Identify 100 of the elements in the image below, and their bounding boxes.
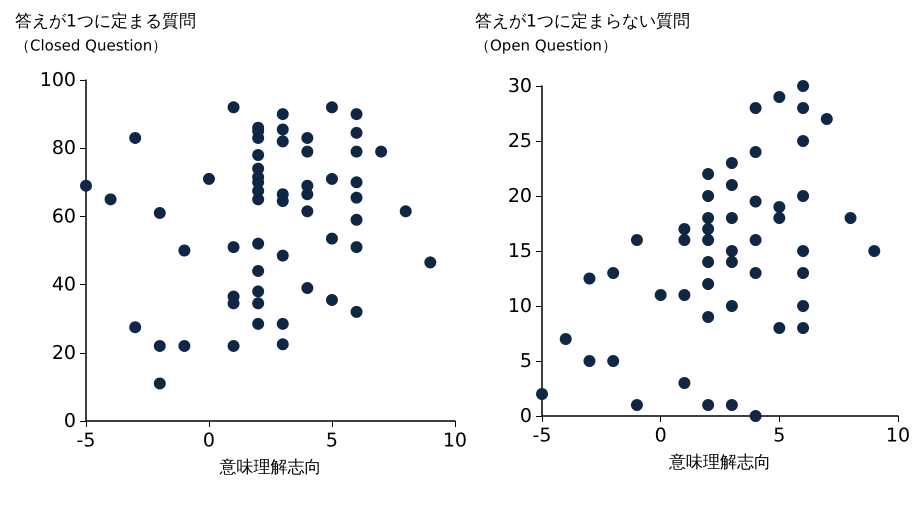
point (154, 206, 166, 219)
point (252, 318, 264, 330)
point (726, 245, 738, 257)
point (678, 223, 690, 235)
point (326, 294, 338, 306)
point (252, 149, 264, 162)
point (178, 340, 190, 352)
point (726, 399, 738, 411)
point (630, 399, 643, 411)
chart-title: 答えが1つに定まらない質問 (475, 12, 690, 32)
point (350, 176, 363, 188)
x-axis-title: 意味理解志向 (668, 452, 771, 472)
point (726, 256, 738, 268)
point (400, 205, 412, 218)
point (797, 245, 810, 257)
point (375, 146, 388, 158)
point (350, 146, 363, 158)
point (607, 355, 620, 367)
y-tick-label: 25 (508, 130, 532, 152)
point (750, 267, 762, 279)
point (702, 234, 714, 246)
x-tick-label: 5 (773, 424, 786, 446)
point (301, 282, 314, 294)
point (276, 318, 289, 330)
point (583, 355, 596, 367)
point (129, 321, 142, 334)
point (797, 135, 810, 147)
y-tick-label: 5 (520, 350, 532, 372)
point (583, 272, 596, 284)
y-tick-label: 40 (52, 274, 76, 296)
point (326, 232, 338, 245)
point (350, 214, 363, 226)
point (750, 146, 762, 158)
y-tick-label: 30 (508, 75, 532, 97)
point (350, 241, 363, 254)
point (202, 172, 215, 185)
point (607, 267, 620, 279)
x-axis-title: 意味理解志向 (218, 458, 322, 478)
point (773, 212, 786, 224)
x-tick-label: 10 (886, 424, 910, 446)
chart-subtitle: （Open Question） (475, 36, 617, 54)
point (726, 300, 738, 312)
point (726, 212, 738, 224)
point (797, 190, 810, 202)
point (350, 306, 363, 318)
point (797, 322, 810, 334)
point (630, 234, 643, 246)
point (797, 300, 810, 312)
y-tick-label: 20 (508, 185, 532, 207)
y-tick-label: 80 (52, 137, 76, 160)
point (702, 190, 714, 202)
point (276, 108, 289, 120)
point (424, 256, 436, 268)
point (326, 101, 338, 114)
y-tick-label: 20 (52, 342, 76, 364)
y-tick-label: 10 (508, 295, 532, 317)
x-tick-label: -5 (532, 424, 552, 446)
point (750, 234, 762, 246)
point (868, 245, 880, 257)
point (104, 193, 117, 206)
point (702, 399, 714, 411)
point (276, 338, 289, 350)
point (702, 256, 714, 268)
x-tick-label: -5 (76, 430, 96, 452)
point (702, 311, 714, 323)
point (129, 132, 142, 144)
point (252, 238, 264, 250)
point (702, 212, 714, 224)
point (154, 340, 166, 352)
point (301, 205, 314, 218)
point (252, 285, 264, 298)
point (797, 80, 810, 92)
point (326, 172, 338, 185)
y-tick-label: 15 (508, 240, 532, 262)
point (750, 410, 762, 422)
y-tick-label: 0 (64, 410, 76, 432)
point (726, 179, 738, 191)
point (702, 168, 714, 180)
point (252, 297, 264, 310)
point (178, 244, 190, 256)
point (678, 234, 690, 246)
point (228, 340, 240, 352)
point (228, 101, 240, 114)
point (678, 377, 690, 389)
y-tick-label: 100 (40, 69, 76, 91)
point (350, 126, 363, 139)
point (750, 102, 762, 114)
point (820, 113, 833, 125)
point (702, 278, 714, 290)
x-tick-label: 5 (326, 430, 338, 452)
y-tick-label: 60 (52, 205, 76, 228)
point (844, 212, 857, 224)
point (726, 157, 738, 169)
point (276, 250, 289, 262)
chart-title: 答えが1つに定まる質問 (15, 12, 196, 32)
point (252, 264, 264, 277)
point (350, 108, 363, 120)
point (301, 132, 314, 144)
point (702, 223, 714, 235)
point (773, 201, 786, 213)
